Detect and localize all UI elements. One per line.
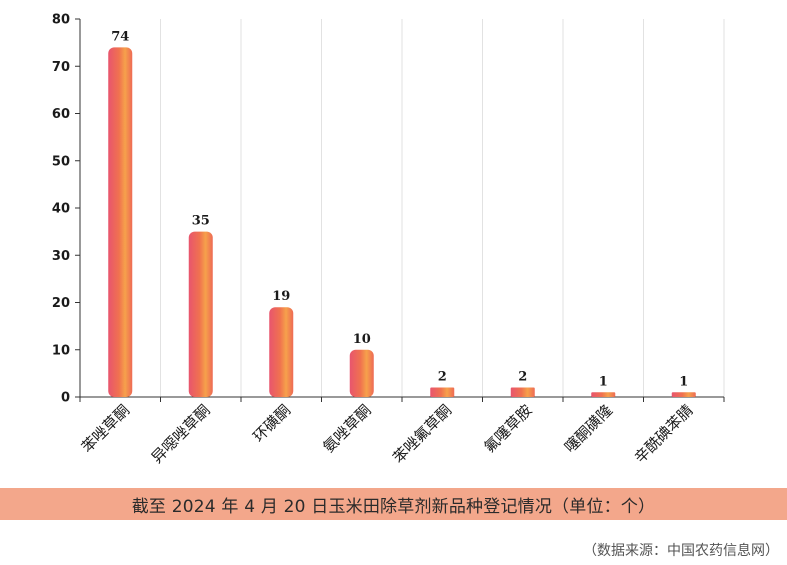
category-label: 苯唑氟草酮 bbox=[389, 401, 455, 467]
y-tick-label: 30 bbox=[52, 249, 70, 264]
bar-value-label: 2 bbox=[438, 370, 447, 385]
bar-value-label: 74 bbox=[111, 29, 129, 44]
y-tick-label: 40 bbox=[52, 202, 70, 217]
bar bbox=[108, 47, 133, 397]
bar-value-label: 1 bbox=[679, 374, 688, 389]
bar bbox=[188, 231, 213, 397]
bars bbox=[108, 47, 696, 397]
bar bbox=[269, 307, 294, 397]
bar-value-label: 10 bbox=[353, 332, 371, 347]
labels: 74 苯唑草酮 35 异噁唑草酮 19 环磺酮 10 氨唑草酮 2 苯唑氟草酮 2 氟噻草胺 1 噻酮磺隆… bbox=[78, 29, 697, 467]
category-label: 异噁唑草酮 bbox=[148, 401, 214, 467]
axes: 0 10 20 30 40 50 60 70 80 bbox=[52, 13, 725, 406]
y-tick-label: 60 bbox=[52, 107, 70, 122]
bar-value-label: 1 bbox=[599, 374, 608, 389]
grid-lines bbox=[79, 19, 725, 397]
category-label: 辛酰碘苯腈 bbox=[631, 401, 697, 467]
category-label: 氨唑草酮 bbox=[319, 401, 374, 456]
bar bbox=[430, 387, 455, 397]
bar-chart: 0 10 20 30 40 50 60 70 80 74 苯唑草酮 35 异噁唑草酮 19 环磺酮 10 氨唑… bbox=[52, 13, 725, 467]
bar-value-label: 35 bbox=[192, 214, 210, 229]
bar bbox=[591, 392, 616, 397]
y-tick-label: 20 bbox=[52, 296, 70, 311]
chart-caption-bar: 截至 2024 年 4 月 20 日玉米田除草剂新品种登记情况（单位：个） bbox=[0, 488, 787, 520]
bar bbox=[510, 387, 535, 397]
y-tick-label: 0 bbox=[61, 391, 70, 406]
bar-value-label: 2 bbox=[518, 370, 527, 385]
bar bbox=[671, 392, 696, 397]
y-tick-label: 50 bbox=[52, 154, 70, 169]
data-source: （数据来源：中国农药信息网） bbox=[583, 543, 779, 559]
category-label: 噻酮磺隆 bbox=[561, 401, 616, 456]
chart-caption: 截至 2024 年 4 月 20 日玉米田除草剂新品种登记情况（单位：个） bbox=[131, 496, 656, 517]
category-label: 氟噻草胺 bbox=[480, 401, 535, 456]
category-label: 苯唑草酮 bbox=[78, 401, 133, 456]
y-tick-label: 80 bbox=[52, 13, 70, 28]
category-label: 环磺酮 bbox=[250, 401, 295, 446]
bar bbox=[349, 349, 374, 397]
y-tick-label: 10 bbox=[52, 343, 70, 358]
y-tick-label: 70 bbox=[52, 60, 70, 75]
bar-value-label: 19 bbox=[272, 289, 290, 304]
